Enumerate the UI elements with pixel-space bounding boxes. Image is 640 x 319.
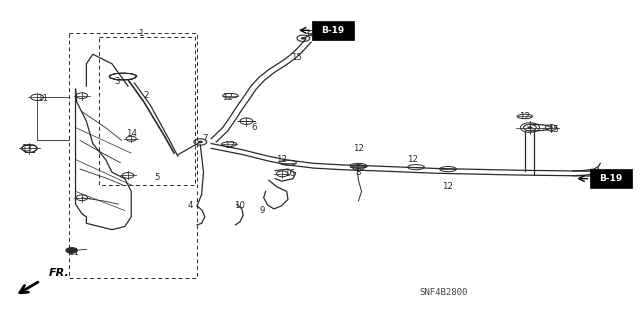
Text: 6: 6 — [252, 123, 257, 132]
Text: SNF4B2800: SNF4B2800 — [419, 288, 468, 297]
Text: 4: 4 — [188, 201, 193, 210]
Text: 2: 2 — [143, 91, 148, 100]
Text: 5: 5 — [154, 173, 159, 182]
Circle shape — [66, 248, 77, 253]
Text: 12: 12 — [223, 141, 235, 150]
Text: 15: 15 — [291, 53, 302, 62]
Circle shape — [198, 141, 203, 143]
Text: 11: 11 — [37, 94, 49, 103]
Text: 13: 13 — [21, 144, 33, 153]
Text: 12: 12 — [353, 144, 364, 153]
Text: 11: 11 — [68, 248, 79, 256]
Bar — [312, 21, 353, 40]
Text: 15: 15 — [548, 125, 559, 134]
Bar — [590, 169, 632, 188]
Text: 9: 9 — [260, 206, 265, 215]
Text: B-19: B-19 — [321, 26, 344, 35]
Text: 1: 1 — [138, 29, 143, 38]
Text: 7: 7 — [202, 134, 207, 143]
Text: 14: 14 — [125, 130, 137, 138]
Text: 12: 12 — [519, 112, 531, 121]
Text: 16: 16 — [284, 169, 295, 178]
Text: 8: 8 — [356, 168, 361, 177]
Text: 10: 10 — [234, 201, 246, 210]
Text: B-19: B-19 — [600, 174, 623, 183]
Circle shape — [527, 126, 532, 129]
Text: FR.: FR. — [49, 269, 69, 278]
Text: 12: 12 — [442, 182, 454, 191]
Text: 12: 12 — [407, 155, 419, 164]
Circle shape — [301, 37, 306, 40]
Text: 3: 3 — [115, 77, 120, 86]
Text: 12: 12 — [276, 155, 287, 164]
Text: 12: 12 — [222, 93, 234, 102]
